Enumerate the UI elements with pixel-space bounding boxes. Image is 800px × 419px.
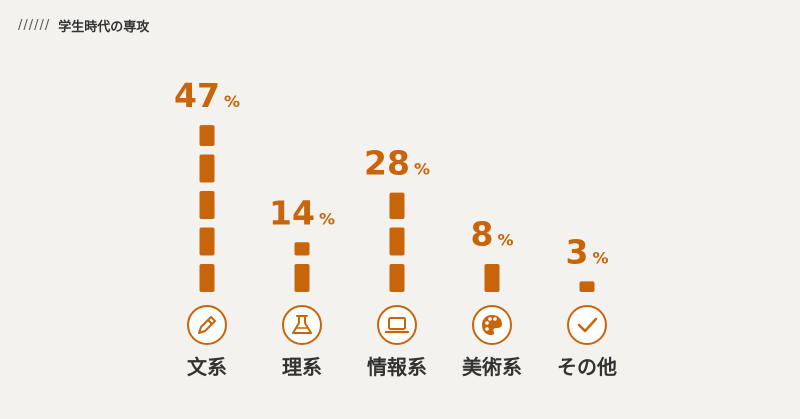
bar-segment	[294, 242, 310, 256]
bar-segment	[389, 192, 405, 219]
bar-segment	[294, 264, 310, 292]
value-label: 8%	[471, 215, 514, 254]
bar-segment	[579, 281, 595, 292]
chart-title: 学生時代の専攻	[58, 20, 150, 35]
bar-segment	[199, 191, 215, 219]
palette-icon	[472, 305, 512, 345]
value-label: 28%	[364, 144, 430, 183]
bar-group: 8 % 美術系	[462, 215, 522, 379]
bar-group: 28 % 情報系	[364, 144, 430, 379]
category-label: 理系	[282, 355, 322, 379]
bar-segment	[389, 227, 405, 256]
bar-segment	[199, 227, 215, 256]
bar-segment	[389, 264, 405, 292]
category-label: 文系	[187, 355, 227, 379]
bar-group: 14 % 理系	[269, 193, 335, 379]
bar-group: 3 % その他	[557, 232, 617, 379]
value-label: 3%	[566, 232, 609, 271]
chart-header: ////// 学生時代の専攻	[18, 16, 149, 35]
bar-segment	[199, 264, 215, 292]
bar-segment	[199, 125, 215, 146]
flask-icon	[282, 305, 322, 345]
category-label: 情報系	[367, 355, 427, 379]
category-label: その他	[557, 355, 617, 379]
header-decoration: //////	[18, 18, 51, 33]
laptop-icon	[377, 305, 417, 345]
value-label: 47%	[174, 76, 240, 115]
value-label: 14%	[269, 193, 335, 232]
bar-segment	[484, 264, 500, 292]
bar-group: 47 % 文系	[174, 76, 240, 379]
bar-segment	[199, 154, 215, 183]
pencil-icon	[187, 305, 227, 345]
category-label: 美術系	[462, 355, 522, 379]
checkmark-icon	[567, 305, 607, 345]
